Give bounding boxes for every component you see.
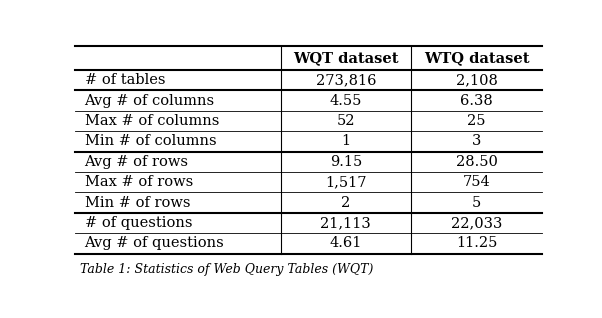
Text: 28.50: 28.50	[456, 155, 497, 169]
Text: 1: 1	[341, 135, 350, 149]
Text: 2: 2	[341, 196, 350, 210]
Text: 21,113: 21,113	[320, 216, 371, 230]
Text: WTQ dataset: WTQ dataset	[424, 51, 529, 65]
Text: 25: 25	[467, 114, 486, 128]
Text: Table 1: Statistics of Web Query Tables (WQT): Table 1: Statistics of Web Query Tables …	[80, 263, 373, 276]
Text: 5: 5	[472, 196, 481, 210]
Text: 1,517: 1,517	[325, 175, 367, 189]
Text: 3: 3	[472, 135, 481, 149]
Text: 6.38: 6.38	[460, 93, 493, 107]
Text: 754: 754	[462, 175, 491, 189]
Text: Avg # of rows: Avg # of rows	[84, 155, 188, 169]
Text: Avg # of columns: Avg # of columns	[84, 93, 215, 107]
Text: 9.15: 9.15	[330, 155, 362, 169]
Text: Min # of rows: Min # of rows	[84, 196, 190, 210]
Text: 22,033: 22,033	[451, 216, 502, 230]
Text: 52: 52	[337, 114, 355, 128]
Text: # of tables: # of tables	[84, 73, 165, 87]
Text: 11.25: 11.25	[456, 237, 497, 251]
Text: # of questions: # of questions	[84, 216, 192, 230]
Text: Max # of columns: Max # of columns	[84, 114, 219, 128]
Text: Avg # of questions: Avg # of questions	[84, 237, 225, 251]
Text: Max # of rows: Max # of rows	[84, 175, 193, 189]
Text: 4.61: 4.61	[330, 237, 362, 251]
Text: WQT dataset: WQT dataset	[293, 51, 399, 65]
Text: 2,108: 2,108	[456, 73, 497, 87]
Text: 4.55: 4.55	[330, 93, 362, 107]
Text: 273,816: 273,816	[315, 73, 376, 87]
Text: Min # of columns: Min # of columns	[84, 135, 216, 149]
